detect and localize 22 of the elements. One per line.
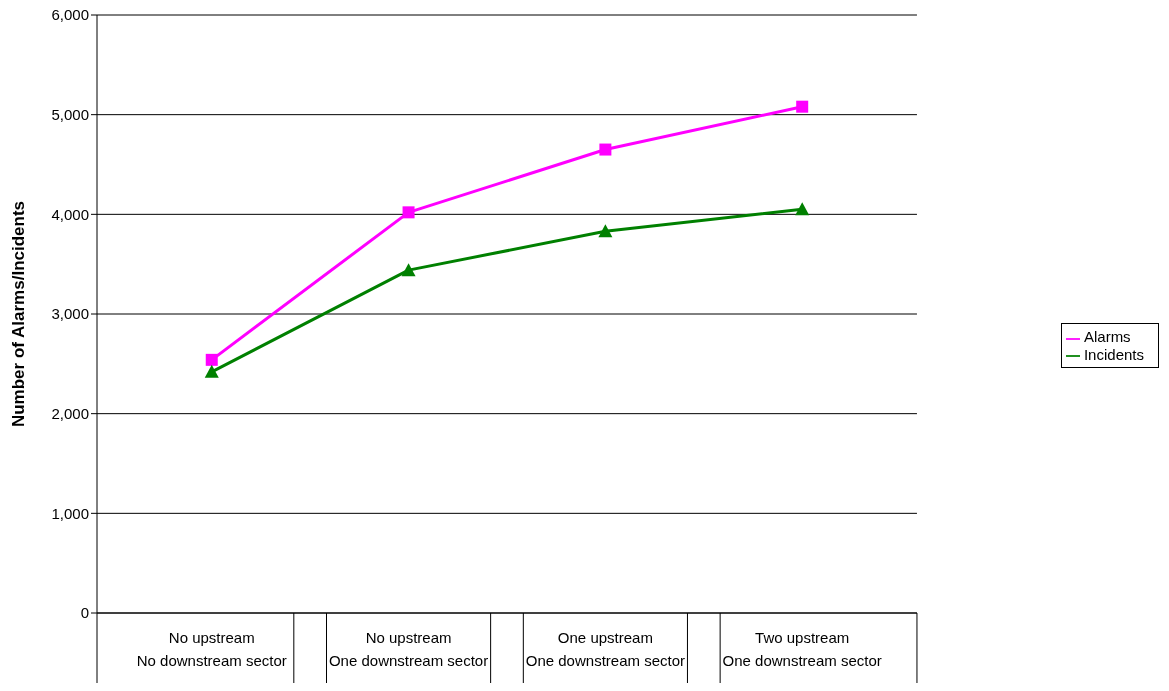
point [796,100,809,113]
y-tick-label: 0 [80,604,89,622]
legend-label: Incidents [1083,345,1144,363]
point [599,143,612,156]
point [401,263,416,277]
y-tick-label: 2,000 [51,404,89,422]
point [402,206,415,219]
point [204,364,219,378]
x-tick-label: Two upstream One downstream sector [722,629,882,669]
x-tick-label: No upstream One downstream sector [328,629,489,669]
point [205,353,218,366]
x-tick-label: No upstream No downstream sector [136,629,287,669]
y-tick-label: 5,000 [51,105,89,123]
y-tick-label: 1,000 [51,504,89,522]
x-tick-label: One upstream One downstream sector [525,629,686,669]
y-tick-label: 6,000 [51,6,89,24]
y-tick-label: 3,000 [51,305,89,323]
point [795,202,810,216]
legend-label: Alarms [1083,328,1131,346]
y-axis-title: Number of Alarms/Incidents [9,200,29,428]
point [598,224,613,238]
y-tick-label: 4,000 [51,205,89,223]
